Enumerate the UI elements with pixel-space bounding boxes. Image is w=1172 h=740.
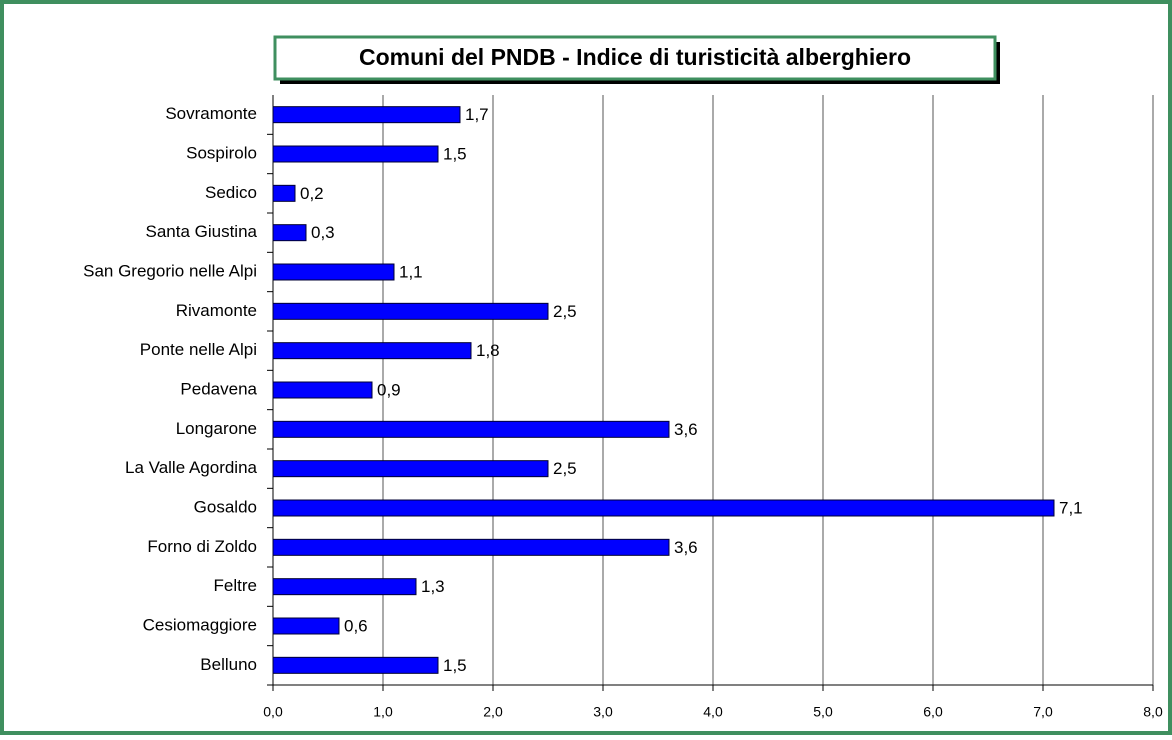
bar bbox=[272, 381, 373, 399]
value-label: 1,1 bbox=[399, 262, 423, 281]
x-tick-label: 2,0 bbox=[483, 704, 503, 720]
bar bbox=[272, 578, 417, 596]
x-tick-label: 4,0 bbox=[703, 704, 723, 720]
y-tick-label: Cesiomaggiore bbox=[143, 615, 257, 634]
value-label: 3,6 bbox=[674, 538, 698, 557]
bar bbox=[272, 460, 549, 478]
y-tick-label: Ponte nelle Alpi bbox=[140, 340, 257, 359]
y-tick-label: Longarone bbox=[176, 419, 257, 438]
value-label: 1,8 bbox=[476, 341, 500, 360]
y-tick-label: Gosaldo bbox=[194, 497, 257, 516]
y-tick-label: San Gregorio nelle Alpi bbox=[83, 261, 257, 280]
bar bbox=[272, 420, 670, 438]
bar bbox=[272, 656, 439, 674]
x-tick-label: 5,0 bbox=[813, 704, 833, 720]
value-label: 0,9 bbox=[377, 380, 401, 399]
y-tick-label: Forno di Zoldo bbox=[147, 537, 257, 556]
x-tick-label: 1,0 bbox=[373, 704, 393, 720]
bar bbox=[272, 263, 395, 281]
y-tick-label: Pedavena bbox=[180, 379, 257, 398]
value-label: 3,6 bbox=[674, 420, 698, 439]
x-tick-label: 6,0 bbox=[923, 704, 943, 720]
value-label: 2,5 bbox=[553, 459, 577, 478]
bar bbox=[272, 499, 1055, 517]
y-tick-label: Sedico bbox=[205, 183, 257, 202]
value-label: 0,3 bbox=[311, 223, 335, 242]
chart-title: Comuni del PNDB - Indice di turisticità … bbox=[359, 44, 911, 70]
value-label: 7,1 bbox=[1059, 498, 1083, 517]
value-label: 0,6 bbox=[344, 616, 368, 635]
bar bbox=[272, 224, 307, 242]
x-tick-label: 7,0 bbox=[1033, 704, 1053, 720]
bar bbox=[272, 538, 670, 556]
bar bbox=[272, 106, 461, 124]
bar bbox=[272, 617, 340, 635]
value-label: 0,2 bbox=[300, 184, 324, 203]
value-label: 1,7 bbox=[465, 105, 489, 124]
value-label: 1,5 bbox=[443, 144, 467, 163]
y-tick-label: Belluno bbox=[200, 655, 257, 674]
bar bbox=[272, 302, 549, 320]
title-box bbox=[273, 35, 997, 81]
x-tick-label: 0,0 bbox=[263, 704, 283, 720]
y-tick-label: Santa Giustina bbox=[145, 222, 257, 241]
y-tick-label: Sovramonte bbox=[165, 104, 257, 123]
y-tick-label: Feltre bbox=[214, 576, 257, 595]
bar bbox=[272, 342, 472, 360]
bar bbox=[272, 145, 439, 163]
value-label: 2,5 bbox=[553, 302, 577, 321]
bar bbox=[272, 184, 296, 202]
y-tick-label: Rivamonte bbox=[176, 301, 257, 320]
value-label: 1,5 bbox=[443, 656, 467, 675]
y-tick-label: La Valle Agordina bbox=[125, 458, 258, 477]
x-tick-label: 3,0 bbox=[593, 704, 613, 720]
x-tick-label: 8,0 bbox=[1143, 704, 1163, 720]
y-tick-label: Sospirolo bbox=[186, 143, 257, 162]
value-label: 1,3 bbox=[421, 577, 445, 596]
